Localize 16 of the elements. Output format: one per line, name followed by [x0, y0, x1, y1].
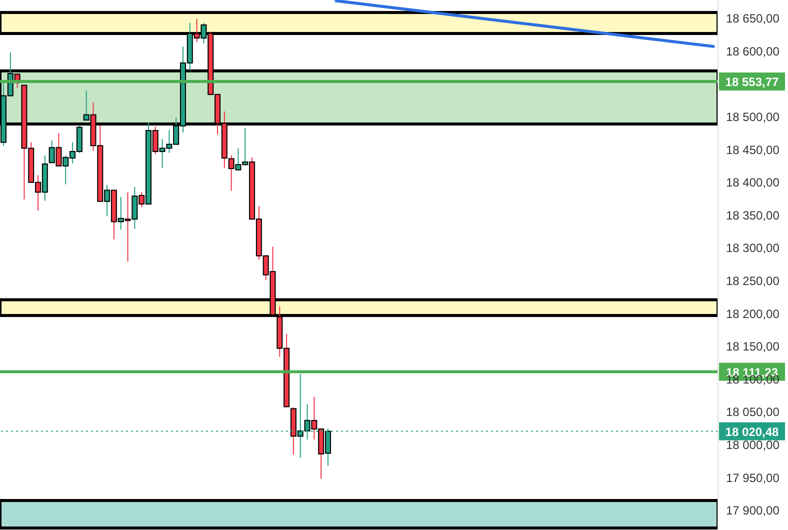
y-tick-label: 18 000,00 [726, 438, 780, 452]
y-tick-label: 18 150,00 [726, 340, 780, 354]
y-tick-label: 18 500,00 [726, 110, 780, 124]
y-tick-label: 18 250,00 [726, 274, 780, 288]
y-tick-label: 18 450,00 [726, 142, 780, 157]
y-tick-label: 18 050,00 [726, 405, 780, 420]
y-tick-label: 17 900,00 [726, 504, 780, 518]
y-tick-label: 17 950,00 [726, 470, 780, 485]
y-tick-label: 18 400,00 [726, 176, 780, 190]
y-tick-label: 18 200,00 [726, 306, 780, 321]
y-tick-label: 18 600,00 [726, 44, 780, 58]
y-tick-label: 18 350,00 [726, 208, 780, 222]
y-tick-label: 18 300,00 [726, 241, 780, 256]
ref-line-label: 18 020,48 [725, 424, 780, 439]
ref-line-label: 18 553,77 [725, 74, 780, 89]
y-tick-label: 18 650,00 [726, 12, 780, 26]
